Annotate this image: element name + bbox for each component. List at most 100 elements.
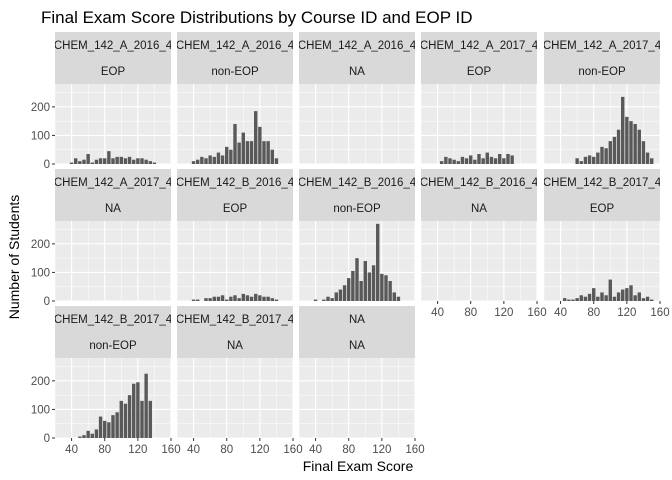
histogram-bar: [196, 299, 200, 301]
histogram-bar: [587, 293, 592, 301]
histogram-bar: [204, 298, 208, 301]
histogram-bar: [493, 158, 498, 164]
facet-course-label: NA: [349, 314, 365, 326]
histogram-bar: [444, 156, 448, 164]
panel-background: [421, 84, 537, 164]
histogram-bar: [107, 151, 111, 164]
histogram-bar: [376, 223, 380, 301]
x-tick-label: 160: [650, 307, 669, 319]
y-tick-label: 200: [31, 376, 50, 388]
facet-strip: [55, 169, 171, 221]
x-tick-label: 160: [405, 444, 424, 456]
histogram-bar: [625, 288, 629, 301]
histogram-bar: [140, 158, 144, 164]
panel-background: [177, 358, 293, 438]
histogram-bar: [587, 155, 592, 164]
histogram-bar: [191, 161, 196, 164]
histogram-bar: [650, 299, 654, 301]
histogram-bar: [82, 159, 86, 164]
histogram-bar: [245, 141, 250, 164]
histogram-bar: [115, 156, 119, 164]
histogram-bar: [392, 292, 396, 301]
facet-course-label: CHEM_142_A_2016_4: [176, 40, 295, 52]
histogram-bar: [334, 292, 338, 301]
x-tick-label: 80: [464, 307, 477, 319]
y-tick-label: 0: [44, 296, 50, 308]
facet-eop-label: NA: [471, 203, 487, 215]
histogram-bar: [510, 155, 514, 164]
x-tick-label: 40: [431, 307, 444, 319]
histogram-bar: [270, 149, 274, 164]
histogram-bar: [571, 299, 575, 301]
facet-panel: CHEM_142_B_2016_4 EOP: [176, 169, 294, 302]
histogram-bar: [237, 142, 241, 164]
histogram-bar: [641, 298, 646, 301]
histogram-bar: [616, 129, 621, 164]
histogram-bar: [98, 416, 103, 438]
facet-strip: [177, 32, 293, 84]
x-tick-label: 40: [554, 307, 567, 319]
histogram-bar: [127, 156, 132, 164]
histogram-bar: [144, 159, 148, 164]
histogram-bar: [363, 261, 367, 301]
histogram-bar: [645, 152, 650, 164]
facet-course-label: CHEM_142_B_2017_4: [54, 314, 173, 326]
x-tick-label: 80: [342, 444, 355, 456]
histogram-bar: [448, 158, 452, 164]
histogram-bar: [650, 158, 654, 164]
histogram-bar: [225, 146, 229, 164]
histogram-bar: [629, 121, 633, 164]
histogram-bar: [604, 148, 608, 164]
histogram-bar: [469, 155, 473, 164]
histogram-bar: [98, 158, 103, 164]
histogram-bar: [107, 422, 111, 438]
panel-background: [299, 84, 415, 164]
facet-panel: CHEM_142_A_2016_4 NA: [298, 32, 416, 165]
x-tick-label: 160: [527, 307, 546, 319]
panel-background: [544, 221, 660, 301]
histogram-bar: [140, 400, 144, 438]
facet-panel: CHEM_142_B_2017_4 EOP 40 80 120 160: [543, 169, 670, 319]
histogram-bar: [464, 158, 469, 164]
histogram-bar: [119, 156, 123, 164]
histogram-bar: [274, 158, 279, 164]
facet-eop-label: non-EOP: [89, 340, 137, 352]
histogram-bar: [359, 281, 363, 301]
histogram-bar: [90, 433, 94, 438]
histogram-bar: [196, 159, 200, 164]
histogram-bar: [380, 273, 384, 301]
facet-strip: [55, 306, 171, 358]
histogram-bar: [212, 156, 216, 164]
histogram-bar: [229, 149, 233, 164]
histogram-bar: [152, 162, 157, 164]
histogram-bar: [621, 289, 625, 301]
histogram-bar: [136, 158, 140, 164]
histogram-bar: [254, 111, 258, 164]
x-tick-label: 120: [250, 444, 269, 456]
x-tick-label: 80: [587, 307, 600, 319]
x-tick-label: 80: [98, 444, 111, 456]
histogram-bar: [208, 298, 212, 301]
histogram-bar: [592, 156, 596, 164]
x-tick-label: 80: [220, 444, 233, 456]
histogram-bar: [148, 161, 152, 164]
histogram-bar: [233, 124, 237, 164]
histogram-bar: [119, 400, 123, 438]
histogram-bar: [69, 162, 74, 164]
histogram-bar: [351, 271, 355, 301]
x-tick-label: 120: [494, 307, 513, 319]
x-tick-label: 160: [283, 444, 302, 456]
histogram-bar: [82, 435, 86, 438]
histogram-bar: [241, 132, 245, 164]
histogram-bar: [229, 296, 233, 301]
histogram-bar: [258, 126, 262, 164]
chart-title: Final Exam Score Distributions by Course…: [41, 8, 472, 27]
histogram-bar: [608, 279, 612, 301]
x-tick-label: 40: [309, 444, 322, 456]
panel-background: [299, 358, 415, 438]
histogram-bar: [123, 403, 128, 438]
facet-strip: [544, 169, 660, 221]
histogram-bar: [575, 298, 579, 301]
histogram-bar: [103, 158, 107, 164]
